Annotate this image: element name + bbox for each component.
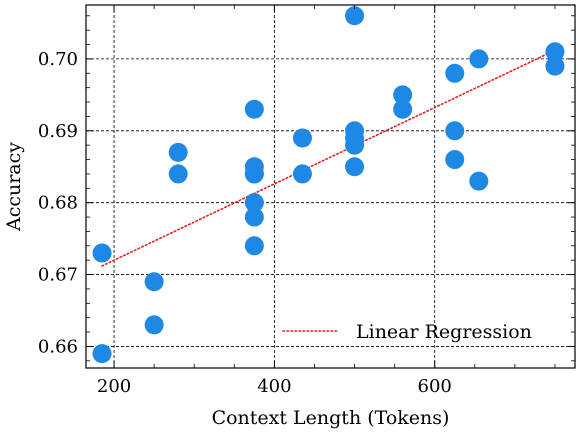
plot-frame [85, 4, 576, 369]
data-point [92, 243, 112, 263]
x-tick-labels: 200 400 600 [97, 376, 452, 397]
y-tick-label: 0.66 [38, 336, 78, 357]
data-point [292, 128, 312, 148]
y-axis-title: Accuracy [3, 142, 25, 232]
data-point [469, 171, 489, 191]
data-point [469, 49, 489, 69]
data-point [345, 157, 365, 177]
grid-lines [86, 5, 575, 368]
x-tick-label: 400 [257, 376, 291, 397]
data-point [244, 207, 264, 227]
data-point [92, 344, 112, 364]
regression-line-group [101, 49, 556, 267]
data-point [393, 85, 413, 105]
data-point [345, 6, 365, 26]
data-point [244, 193, 264, 213]
data-point [244, 236, 264, 256]
data-point [144, 272, 164, 292]
data-points [92, 6, 565, 364]
x-tick-label: 200 [97, 376, 131, 397]
y-tick-label: 0.69 [38, 121, 78, 142]
x-tick-label: 600 [418, 376, 452, 397]
data-point [168, 164, 188, 184]
data-point [445, 63, 465, 83]
data-point [345, 128, 365, 148]
legend-label: Linear Regression [356, 321, 532, 343]
y-tick-label: 0.67 [38, 265, 78, 286]
data-point [393, 99, 413, 119]
data-point [144, 315, 164, 335]
data-point [244, 164, 264, 184]
y-tick-label: 0.70 [38, 49, 78, 70]
legend: Linear Regression [282, 321, 532, 343]
axis-ticks [86, 5, 575, 368]
data-point [244, 99, 264, 119]
data-point [445, 121, 465, 141]
data-point [168, 142, 188, 162]
data-point [292, 164, 312, 184]
data-point [545, 42, 565, 62]
data-point [445, 150, 465, 170]
x-axis-title: Context Length (Tokens) [212, 407, 450, 429]
y-tick-labels: 0.66 0.67 0.68 0.69 0.70 [38, 49, 78, 358]
y-tick-label: 0.68 [38, 193, 78, 214]
regression-line [101, 49, 556, 267]
data-point [545, 56, 565, 76]
